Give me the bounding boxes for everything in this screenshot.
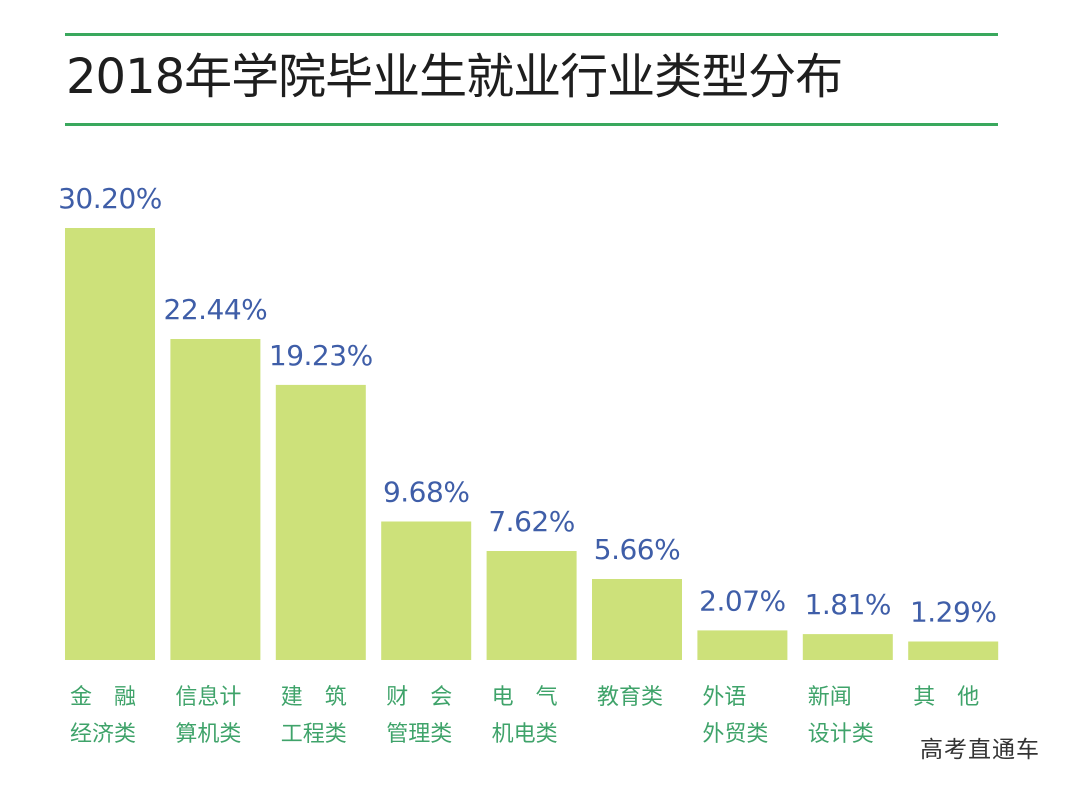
- category-label: 经济类: [70, 722, 136, 747]
- bar: [381, 521, 472, 660]
- watermark: 高考直通车: [920, 737, 1040, 763]
- category-label: 信息计: [175, 685, 241, 710]
- category-label: 电 气: [492, 685, 558, 710]
- bar-value-label: 7.62%: [488, 505, 574, 538]
- bar: [486, 551, 577, 660]
- category-label: 外贸类: [702, 722, 768, 747]
- bar-value-label: 5.66%: [594, 533, 680, 566]
- category-label: 外语: [702, 685, 746, 710]
- category-label: 管理类: [386, 722, 452, 747]
- bar-value-label: 2.07%: [699, 584, 785, 617]
- bar: [697, 630, 788, 660]
- bottom-divider: [65, 123, 998, 126]
- bar-value-label: 30.20%: [58, 182, 162, 215]
- category-label: 设计类: [808, 722, 874, 747]
- category-label: 新闻: [808, 685, 852, 710]
- bar: [275, 384, 366, 660]
- bar-value-label: 22.44%: [164, 293, 268, 326]
- bar-value-label: 1.81%: [805, 588, 891, 621]
- bar: [908, 641, 999, 660]
- bar-value-label: 19.23%: [269, 339, 373, 372]
- bar-value-label: 1.29%: [910, 596, 996, 629]
- bar: [592, 579, 682, 660]
- category-label: 金 融: [70, 685, 136, 710]
- category-label: 建 筑: [281, 685, 347, 710]
- category-label: 财 会: [386, 685, 452, 710]
- bar: [170, 339, 261, 660]
- category-label: 教育类: [597, 685, 663, 710]
- category-label: 算机类: [175, 722, 241, 747]
- category-label: 工程类: [281, 722, 347, 747]
- category-label: 机电类: [492, 722, 558, 747]
- category-label: 其 他: [913, 685, 979, 710]
- bar-value-label: 9.68%: [383, 476, 469, 509]
- chart-title: 2018年学院毕业生就业行业类型分布: [66, 49, 843, 105]
- bar: [65, 228, 155, 660]
- top-divider: [65, 33, 998, 36]
- bar: [802, 634, 893, 660]
